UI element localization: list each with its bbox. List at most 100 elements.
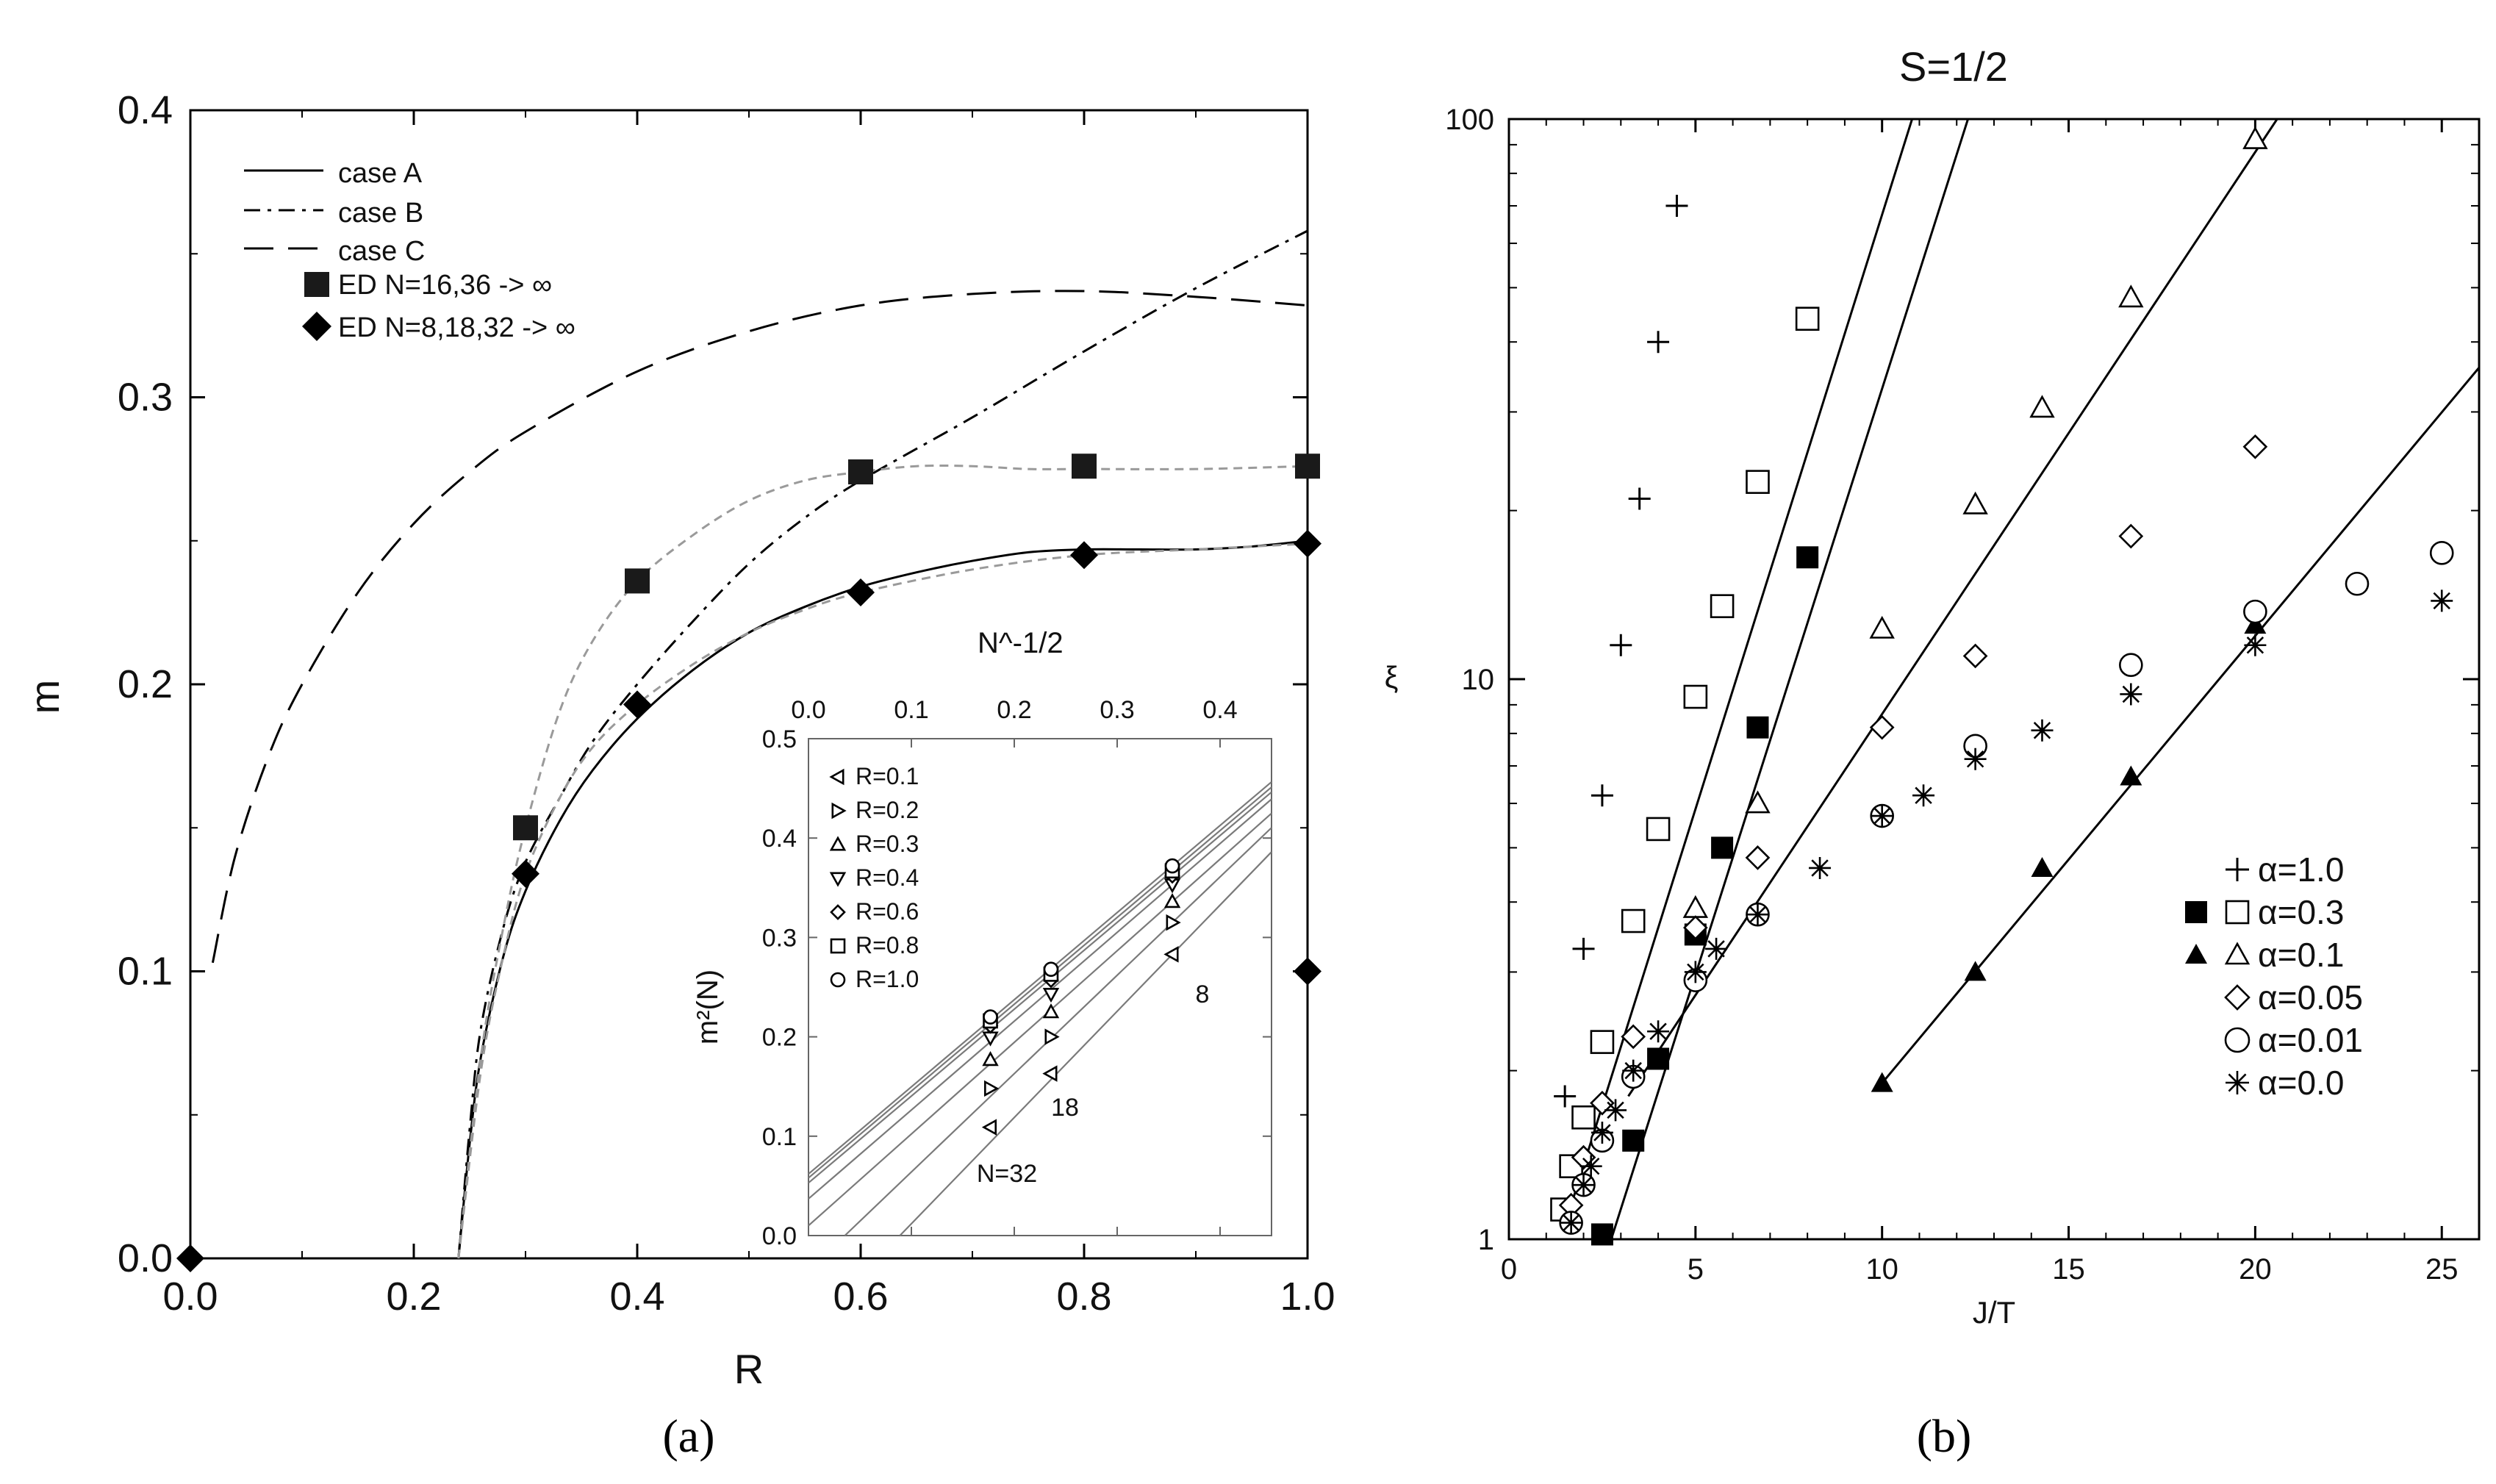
- inset-point-r-0-1: [1163, 946, 1179, 963]
- point-0-0: [1705, 937, 1728, 960]
- point-0-05: [2118, 523, 2144, 549]
- legend-marker-0-01: [2224, 1027, 2251, 1053]
- inset-legend-label-r-0-6: R=0.6: [856, 898, 919, 925]
- legend-marker-0-1-filled: [2185, 944, 2207, 964]
- point-0-1-open: [2118, 284, 2144, 308]
- inset-legend-marker-r-0-2: [831, 802, 847, 820]
- point-0-0: [1579, 1155, 1602, 1177]
- legend-marker-0-3-open: [2225, 900, 2250, 925]
- panel-b-label: (b): [1917, 1410, 1972, 1462]
- point-0-3-open: [1795, 307, 1820, 331]
- panel-b-markers: [1550, 126, 2454, 1246]
- panel-a: 0.0 0.2 0.4 0.6 0.8 1.0 0.0 0.1 0.2 0.3 0.4 R m (a…: [21, 88, 1335, 1462]
- point-1-0: [1628, 487, 1651, 510]
- point-0-1-filled: [1964, 961, 1987, 981]
- x-tick-label: 0.0: [162, 1275, 218, 1319]
- legend-ed-square-label: ED N=16,36 -> ∞: [338, 270, 552, 301]
- point-0-05: [1571, 1144, 1596, 1170]
- point-0-1-open: [1962, 491, 1988, 515]
- inset-y-tick-label: 0.2: [762, 1024, 797, 1052]
- point-0-1-filled: [2031, 856, 2054, 877]
- panel-a-y-axis-label: m: [21, 680, 68, 714]
- point-0-05: [1962, 643, 1988, 669]
- ed-diamond-point: [176, 1244, 204, 1272]
- inset-y-tick-label: 0.1: [762, 1123, 797, 1151]
- point-0-0: [1871, 805, 1893, 828]
- x-tick-label: 20: [2239, 1253, 2272, 1286]
- y-tick-label: 0.1: [118, 950, 173, 994]
- inset-point-r-0-2: [1044, 1028, 1060, 1045]
- point-0-0: [1912, 784, 1935, 807]
- panel-b-legend: α=1.0 α=0.3 α=0.1 α=0.05 α=0.01 α=0.0: [2185, 850, 2363, 1102]
- point-1-0: [1554, 1085, 1577, 1108]
- x-tick-label: 0: [1501, 1253, 1517, 1286]
- ed-diamond-point: [1294, 529, 1321, 558]
- ed-diamond-point: [623, 690, 651, 719]
- legend-label-0-05: α=0.05: [2258, 978, 2363, 1017]
- legend-marker-0-05: [2224, 984, 2251, 1011]
- panel-b-x-axis-label: J/T: [1973, 1295, 2015, 1330]
- panel-b-title: S=1/2: [1899, 43, 2008, 90]
- inset-legend-marker-r-0-4: [829, 872, 847, 887]
- panel-b-y-axis-label: ξ: [1385, 660, 1399, 695]
- ed-square-point: [1295, 454, 1320, 479]
- point-0-0: [1560, 1211, 1582, 1234]
- fit-line-fit-0-3-open: [1563, 119, 1914, 1226]
- x-tick-label: 15: [2052, 1253, 2085, 1286]
- inset-n8-label: 8: [1196, 981, 1210, 1008]
- inset-fit-lines: [808, 781, 1272, 1236]
- inset-point-r-1-0: [1043, 961, 1059, 977]
- inset-x-tick-label: 0.3: [1100, 696, 1134, 724]
- point-0-01: [2345, 571, 2370, 596]
- curve-ed-n-8-18-32-fit: [457, 542, 1308, 1259]
- inset-y-tick-label: 0.0: [762, 1222, 797, 1250]
- inset-fit-r-1-0: [808, 781, 1272, 1175]
- point-0-0: [1809, 856, 1832, 879]
- point-0-3-open: [1646, 817, 1671, 842]
- point-0-3-filled: [1796, 546, 1819, 569]
- x-tick-label: 1.0: [1280, 1275, 1335, 1319]
- inset-legend-marker-r-1-0: [830, 972, 846, 988]
- legend-case-b-label: case B: [338, 198, 423, 229]
- y-tick-label: 10: [1462, 664, 1495, 696]
- inset-legend-label-r-0-1: R=0.1: [856, 763, 919, 789]
- point-0-3-open: [1683, 684, 1708, 709]
- inset-fit-r-0-2: [844, 827, 1272, 1236]
- inset-point-r-1-0: [1164, 858, 1180, 874]
- inset-n18-label: 18: [1051, 1094, 1079, 1122]
- ed-square-point: [625, 568, 650, 594]
- inset-fit-r-0-4: [808, 798, 1272, 1200]
- point-1-0: [1647, 331, 1670, 354]
- curve-case-c: [211, 290, 1308, 964]
- point-0-05: [1683, 915, 1708, 940]
- point-0-0: [1591, 1121, 1613, 1144]
- point-0-0: [1622, 1059, 1645, 1082]
- x-tick-label: 5: [1688, 1253, 1704, 1286]
- inset-x-tick-label: 0.2: [997, 696, 1031, 724]
- point-0-01: [2119, 653, 2143, 678]
- point-0-05: [1745, 845, 1771, 870]
- point-1-0: [1610, 634, 1632, 656]
- y-tick-label: 0.4: [118, 88, 173, 132]
- x-tick-label: 25: [2425, 1253, 2459, 1286]
- inset-point-r-0-1: [1042, 1065, 1058, 1082]
- inset-legend-label-r-0-4: R=0.4: [856, 864, 919, 891]
- inset-legend-label-r-0-3: R=0.3: [856, 831, 919, 857]
- legend-marker-0-3-filled: [2185, 901, 2207, 923]
- inset-x-axis-label: N^-1/2: [978, 627, 1064, 659]
- point-0-3-filled: [1591, 1223, 1613, 1246]
- point-0-05: [1621, 1024, 1646, 1050]
- legend-label-0-01: α=0.01: [2258, 1021, 2363, 1059]
- point-0-0: [1746, 903, 1769, 926]
- x-tick-label: 0.8: [1056, 1275, 1111, 1319]
- inset-y-tick-label: 0.5: [762, 725, 797, 753]
- panel-a-axes: 0.0 0.2 0.4 0.6 0.8 1.0 0.0 0.1 0.2 0.3 0.4: [118, 88, 1335, 1319]
- inset-legend-label-r-0-2: R=0.2: [856, 797, 919, 823]
- legend-marker-1-0: [2226, 858, 2249, 881]
- y-tick-label: 1: [1478, 1224, 1494, 1256]
- inset-point-r-1-0: [983, 1009, 998, 1025]
- point-0-05: [1869, 714, 1895, 740]
- point-0-0: [1684, 961, 1707, 983]
